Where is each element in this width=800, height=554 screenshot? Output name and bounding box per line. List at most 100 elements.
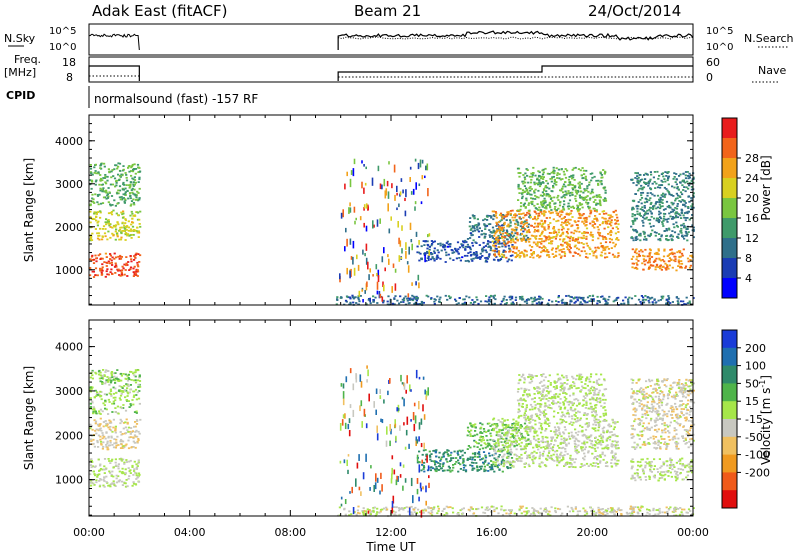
data-cell [546, 249, 549, 251]
data-cell [94, 274, 97, 276]
data-cell [447, 295, 451, 298]
data-cell [101, 410, 104, 413]
data-cell [124, 468, 127, 471]
data-cell [534, 456, 537, 459]
data-cell [133, 183, 136, 186]
data-cell [561, 302, 564, 304]
data-cell [124, 219, 127, 222]
data-cell [665, 235, 668, 237]
data-cell [632, 223, 635, 225]
data-cell [452, 457, 455, 459]
data-cell [95, 481, 98, 484]
data-cell [496, 241, 499, 244]
data-cell [478, 453, 481, 456]
data-cell [105, 223, 108, 226]
data-cell [369, 297, 371, 303]
data-cell [686, 212, 689, 215]
data-cell [604, 170, 607, 173]
data-cell [111, 376, 114, 378]
data-cell [350, 256, 353, 260]
data-cell [679, 300, 682, 303]
data-cell [530, 202, 533, 205]
data-cell [576, 449, 579, 452]
data-cell [101, 238, 104, 241]
data-cell [504, 236, 507, 239]
data-cell [116, 235, 119, 238]
data-cell [690, 205, 693, 207]
data-cell [596, 438, 600, 441]
data-cell [129, 197, 132, 200]
data-cell [521, 227, 524, 229]
data-cell [646, 209, 649, 212]
data-cell [667, 217, 670, 220]
data-cell [433, 252, 436, 254]
data-cell [412, 188, 415, 195]
data-cell [368, 274, 370, 281]
data-cell [680, 260, 683, 262]
data-cell [484, 233, 487, 235]
data-cell [336, 299, 339, 301]
data-cell [546, 186, 549, 189]
data-cell [635, 235, 638, 238]
data-cell [391, 183, 393, 189]
data-cell [423, 244, 426, 246]
data-cell [674, 212, 677, 215]
data-cell [117, 162, 120, 165]
data-cell [115, 392, 118, 394]
data-cell [572, 176, 575, 179]
data-cell [495, 451, 498, 454]
data-cell [110, 374, 113, 376]
data-cell [688, 172, 691, 175]
data-cell [533, 191, 536, 194]
data-cell [635, 266, 638, 269]
data-cell [521, 195, 524, 198]
data-cell [129, 268, 132, 270]
data-cell [511, 423, 514, 425]
data-cell [569, 191, 573, 194]
data-cell [114, 411, 117, 413]
data-cell [110, 379, 113, 382]
data-cell [534, 194, 537, 197]
data-cell [502, 462, 505, 465]
data-cell [452, 464, 455, 466]
data-cell [539, 194, 542, 197]
data-cell [546, 442, 549, 445]
data-cell [684, 202, 687, 204]
data-cell [676, 236, 679, 238]
data-cell [527, 438, 530, 441]
data-cell [117, 378, 120, 381]
data-cell [661, 195, 664, 198]
data-cell [482, 241, 485, 244]
data-cell [510, 440, 513, 443]
data-cell [687, 231, 690, 233]
data-cell [541, 173, 545, 176]
data-cell [535, 243, 538, 246]
data-cell [505, 302, 508, 304]
data-cell [134, 446, 137, 449]
data-cell [96, 391, 99, 394]
data-cell [634, 239, 638, 241]
data-cell [559, 256, 563, 259]
data-cell [502, 239, 505, 242]
data-cell [501, 432, 504, 435]
data-cell [132, 481, 135, 483]
data-cell [117, 189, 120, 192]
data-cell [114, 225, 117, 228]
data-cell [567, 178, 571, 181]
data-cell [133, 203, 136, 206]
data-cell [640, 249, 643, 251]
data-cell [581, 206, 584, 209]
data-cell [98, 369, 101, 372]
data-cell [111, 183, 115, 186]
data-cell [550, 171, 553, 174]
data-cell [596, 455, 599, 457]
data-cell [687, 175, 690, 177]
data-cell [120, 196, 123, 198]
data-cell [98, 429, 101, 431]
data-cell [528, 454, 531, 457]
data-cell [608, 217, 611, 220]
data-cell [411, 299, 415, 302]
data-cell [530, 225, 533, 227]
data-cell [558, 173, 561, 176]
data-cell [573, 297, 576, 299]
